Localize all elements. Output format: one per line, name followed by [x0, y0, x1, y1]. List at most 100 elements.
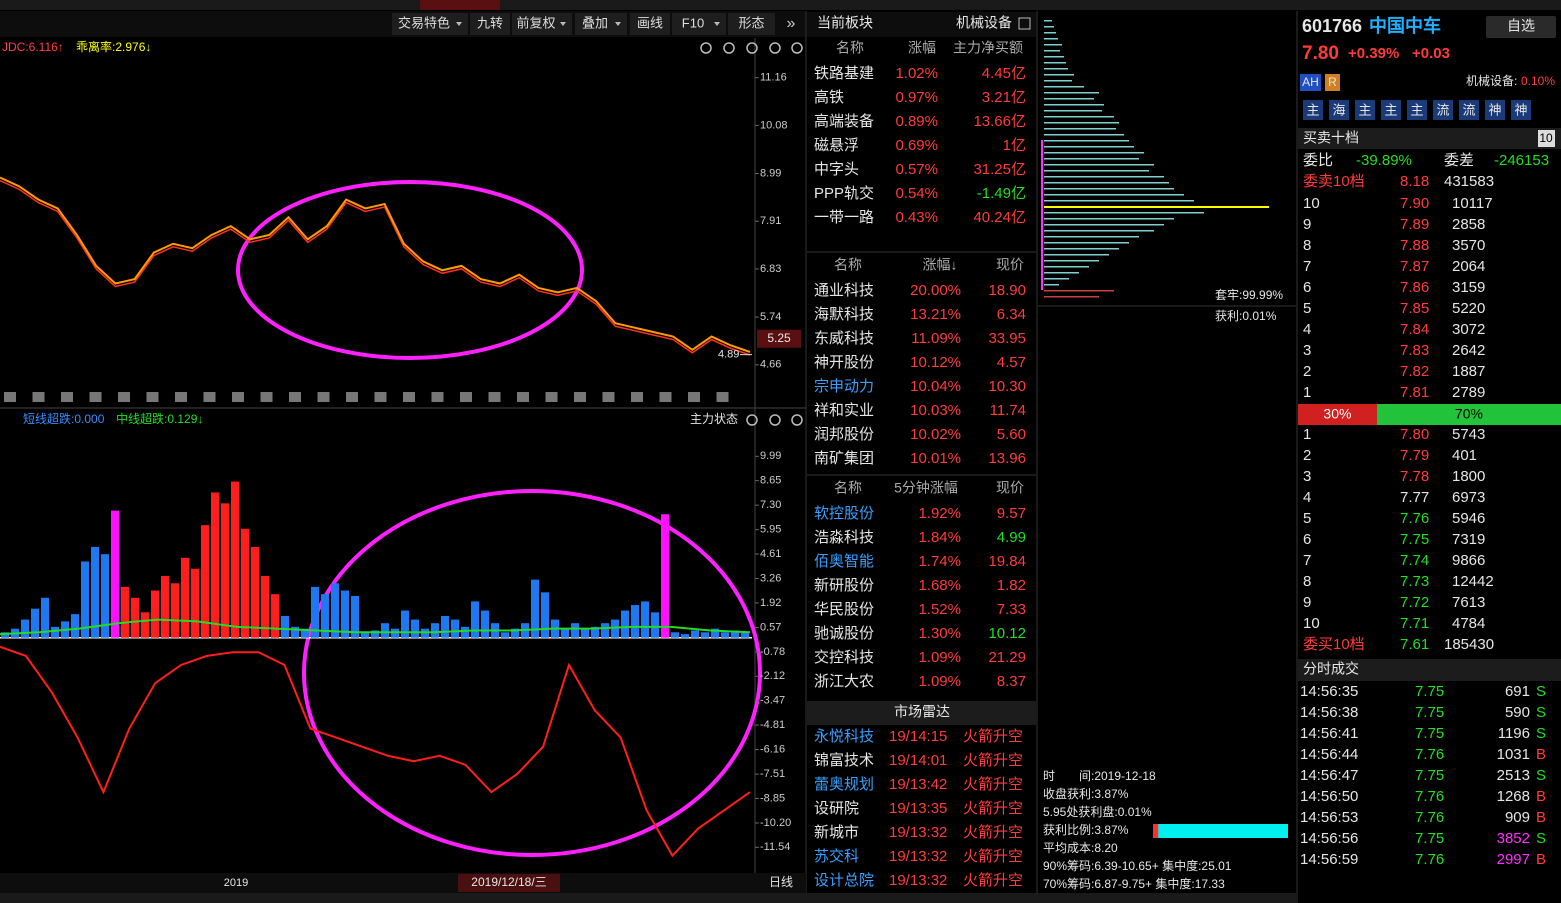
- stock-name[interactable]: 新研股份: [814, 577, 874, 594]
- toolbar-button-bg[interactable]: [470, 13, 510, 35]
- radar-name[interactable]: 设计总院: [814, 871, 874, 889]
- toolbar-button[interactable]: 前复权: [516, 15, 555, 30]
- toolbar-button-bg[interactable]: [728, 13, 775, 35]
- stock-name[interactable]: 驰诚股份: [814, 625, 874, 642]
- bid-level: 2: [1303, 447, 1311, 464]
- quick-button[interactable]: 主: [1306, 102, 1319, 117]
- green-line: [0, 618, 751, 636]
- quick-button-bg[interactable]: [1511, 100, 1531, 120]
- quick-button[interactable]: 主: [1384, 102, 1397, 117]
- bid-level: 3: [1303, 468, 1311, 485]
- close[interactable]: [791, 42, 803, 54]
- event-flag: [602, 392, 615, 402]
- stock-name[interactable]: 交控科技: [814, 648, 874, 666]
- badge-bg: [1325, 74, 1340, 91]
- quick-button-bg[interactable]: [1329, 100, 1349, 120]
- quick-button-bg[interactable]: [1433, 100, 1453, 120]
- table-header: 主力净买额: [953, 40, 1023, 56]
- radar-name[interactable]: 新城市: [814, 824, 859, 841]
- stock-name[interactable]: 东威科技: [814, 330, 874, 347]
- quick-button-bg[interactable]: [1407, 100, 1427, 120]
- chip-info: 收盘获利:3.87%: [1043, 786, 1129, 801]
- stock-name[interactable]: 神开股份: [814, 354, 874, 371]
- quick-button-bg[interactable]: [1303, 100, 1323, 120]
- stock-name[interactable]: 润邦股份: [814, 426, 874, 443]
- stock-name[interactable]: 浩淼科技: [814, 529, 874, 546]
- settings[interactable]: [746, 42, 758, 54]
- bar: [631, 605, 639, 638]
- stock-name[interactable]: 海默科技: [814, 306, 874, 323]
- ask-volume: 10117: [1452, 195, 1493, 212]
- quick-button[interactable]: 海: [1332, 102, 1345, 117]
- trade-time: 14:56:41: [1300, 725, 1358, 742]
- bar: [91, 546, 99, 638]
- stock-name[interactable]: 佰奥智能: [814, 552, 874, 570]
- change-cell: 1.68%: [918, 577, 961, 594]
- bid-level: 4: [1303, 489, 1311, 506]
- toolbar-button[interactable]: 九转: [477, 15, 503, 30]
- toolbar-button-bg[interactable]: [575, 13, 627, 35]
- stock-name[interactable]: 浙江大农: [814, 673, 874, 690]
- stock-name[interactable]: 通业科技: [814, 282, 874, 299]
- quick-button[interactable]: 神: [1514, 102, 1527, 117]
- trade-time: 14:56:53: [1300, 809, 1358, 826]
- chip-bar: [1044, 122, 1119, 124]
- toolbar-button-bg[interactable]: [672, 13, 726, 35]
- close[interactable]: [791, 414, 803, 426]
- bar: [261, 575, 269, 638]
- quick-button[interactable]: 主: [1410, 102, 1423, 117]
- quick-button-bg[interactable]: [1459, 100, 1479, 120]
- radar-name[interactable]: 设研院: [814, 799, 859, 817]
- radar-name[interactable]: 锦富技术: [814, 751, 874, 769]
- zoom-in[interactable]: [700, 42, 712, 54]
- bar: [351, 595, 359, 638]
- period[interactable]: 日线: [769, 875, 793, 889]
- ask-price: 7.87: [1400, 258, 1429, 275]
- trade-side: S: [1536, 683, 1546, 700]
- quick-button-bg[interactable]: [1485, 100, 1505, 120]
- stock-name[interactable]: 南矿集团: [814, 450, 874, 467]
- quick-button[interactable]: 神: [1488, 102, 1501, 117]
- radar-name[interactable]: 苏交科: [814, 847, 859, 865]
- quick-button-bg[interactable]: [1381, 100, 1401, 120]
- help[interactable]: [769, 414, 781, 426]
- radar-name[interactable]: 蕾奥规划: [814, 776, 874, 793]
- toolbar-button[interactable]: 叠加: [582, 15, 608, 30]
- ask-level: 7: [1303, 258, 1311, 275]
- board-name-cell: 中字头: [814, 161, 859, 178]
- y-tick-label: -6.16: [760, 744, 785, 756]
- more-button[interactable]: »: [787, 15, 796, 32]
- bid-volume: 4784: [1452, 615, 1485, 632]
- board-title: 当前板块: [817, 15, 873, 31]
- toolbar-button-bg[interactable]: [512, 13, 572, 35]
- ask-volume: 2642: [1452, 342, 1485, 359]
- quick-button[interactable]: 主: [1358, 102, 1371, 117]
- toolbar-button-bg[interactable]: [630, 13, 670, 35]
- help[interactable]: [769, 42, 781, 54]
- zoom-out[interactable]: [723, 42, 735, 54]
- stock-name[interactable]: 软控股份: [814, 505, 874, 522]
- stock-name[interactable]: 华民股份: [814, 601, 874, 618]
- toolbar-button[interactable]: 画线: [637, 15, 663, 30]
- expand-icon[interactable]: [1018, 17, 1031, 30]
- settings[interactable]: [746, 414, 758, 426]
- watch-button-bg[interactable]: [1486, 16, 1556, 38]
- radar-name[interactable]: 永悦科技: [814, 728, 874, 745]
- quick-button[interactable]: 流: [1462, 102, 1475, 117]
- toolbar-button[interactable]: 交易特色: [398, 15, 450, 30]
- toolbar-button[interactable]: 形态: [738, 15, 764, 30]
- watch-button[interactable]: 自选: [1507, 18, 1535, 34]
- chip-info: 时 间:2019-12-18: [1043, 769, 1156, 783]
- quick-button-bg[interactable]: [1355, 100, 1375, 120]
- ask10-label: 委卖10档: [1303, 173, 1365, 190]
- bar: [21, 619, 29, 638]
- stock-name[interactable]: 宗申动力: [814, 377, 874, 395]
- toolbar-button-bg[interactable]: [392, 13, 468, 35]
- ratio-value: -39.89%: [1356, 152, 1412, 169]
- change-pct: +0.39%: [1348, 45, 1399, 62]
- quick-button[interactable]: 流: [1436, 102, 1449, 117]
- event-flag: [374, 392, 387, 402]
- stock-name[interactable]: 祥和实业: [814, 402, 874, 419]
- radar-time: 19/14:15: [889, 728, 947, 745]
- toolbar-button[interactable]: F10: [682, 15, 704, 30]
